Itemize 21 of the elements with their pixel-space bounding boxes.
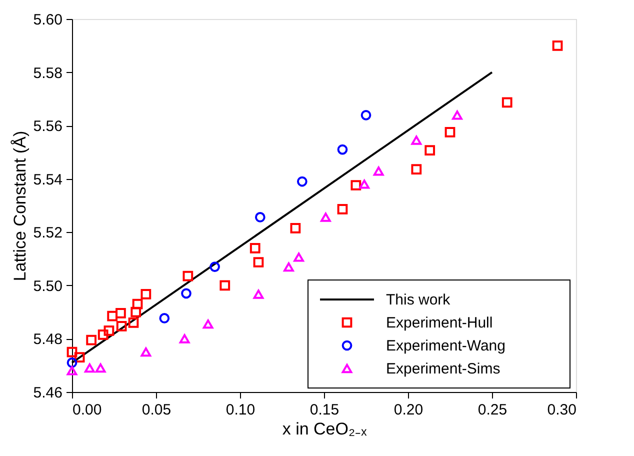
x-tick-label: 0.20 xyxy=(394,402,424,418)
legend-label: This work xyxy=(386,292,451,308)
x-tick-label: 0.05 xyxy=(142,402,172,418)
x-tick-label: 0.25 xyxy=(478,402,508,418)
legend-label: Experiment-Hull xyxy=(386,314,493,332)
y-tick-label: 5.58 xyxy=(33,64,62,82)
x-tick-label: 0.15 xyxy=(310,402,340,418)
legend-label: Experiment-Sims xyxy=(386,360,500,378)
y-tick-label: 5.50 xyxy=(33,278,62,295)
x-tick-label: 0.10 xyxy=(226,402,256,418)
y-tick-label: 5.54 xyxy=(33,171,62,188)
legend-label: Experiment-Wang xyxy=(386,338,506,354)
x-axis-title: x in CeO₂₋ₓ xyxy=(282,420,368,438)
y-tick-label: 5.52 xyxy=(33,224,62,242)
y-tick-label: 5.46 xyxy=(33,384,62,402)
x-tick-label: 0.30 xyxy=(547,402,576,418)
x-tick-label: 0.00 xyxy=(72,402,102,418)
y-axis-title: Lattice Constant (Å) xyxy=(10,130,30,282)
y-tick-label: 5.56 xyxy=(33,118,62,136)
y-tick-label: 5.48 xyxy=(33,331,62,348)
y-tick-label: 5.60 xyxy=(33,12,62,28)
